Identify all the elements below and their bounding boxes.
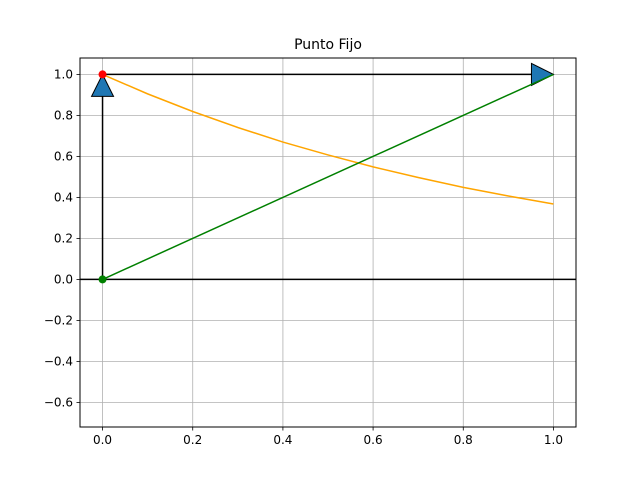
y-tick-label: 1.0 [54, 68, 73, 82]
y-tick-label: −0.4 [44, 355, 73, 369]
x-tick-label: 0.2 [183, 433, 202, 447]
arrow-head [90, 73, 115, 97]
y-tick-label: 0.0 [54, 273, 73, 287]
plot-area [80, 62, 576, 284]
y-tick-label: 0.4 [54, 191, 73, 205]
ticks: 0.0 0.2 0.4 0.6 0.8 1.0 −0.6 −0.4 −0.2 0.0 0.2 0.4 0… [44, 68, 563, 447]
y-tick-label: 0.6 [54, 150, 73, 164]
y-tick-label: 0.2 [54, 232, 73, 246]
x-tick-label: 0.0 [93, 433, 112, 447]
y-tick-label: −0.2 [44, 314, 73, 328]
y-tick-label: −0.6 [44, 396, 73, 410]
y-tick-label: 0.8 [54, 109, 73, 123]
x-tick-label: 0.8 [454, 433, 473, 447]
arrow-head [530, 62, 555, 87]
point-marker-0 [98, 70, 107, 79]
x-tick-label: 0.4 [273, 433, 292, 447]
chart-title: Punto Fijo [294, 37, 362, 53]
axes-frame [79, 57, 577, 428]
series-line-1 [102, 73, 554, 281]
point-marker-1 [98, 275, 107, 284]
x-tick-label: 1.0 [544, 433, 563, 447]
x-tick-label: 0.6 [364, 433, 383, 447]
series-line-0 [102, 73, 554, 205]
